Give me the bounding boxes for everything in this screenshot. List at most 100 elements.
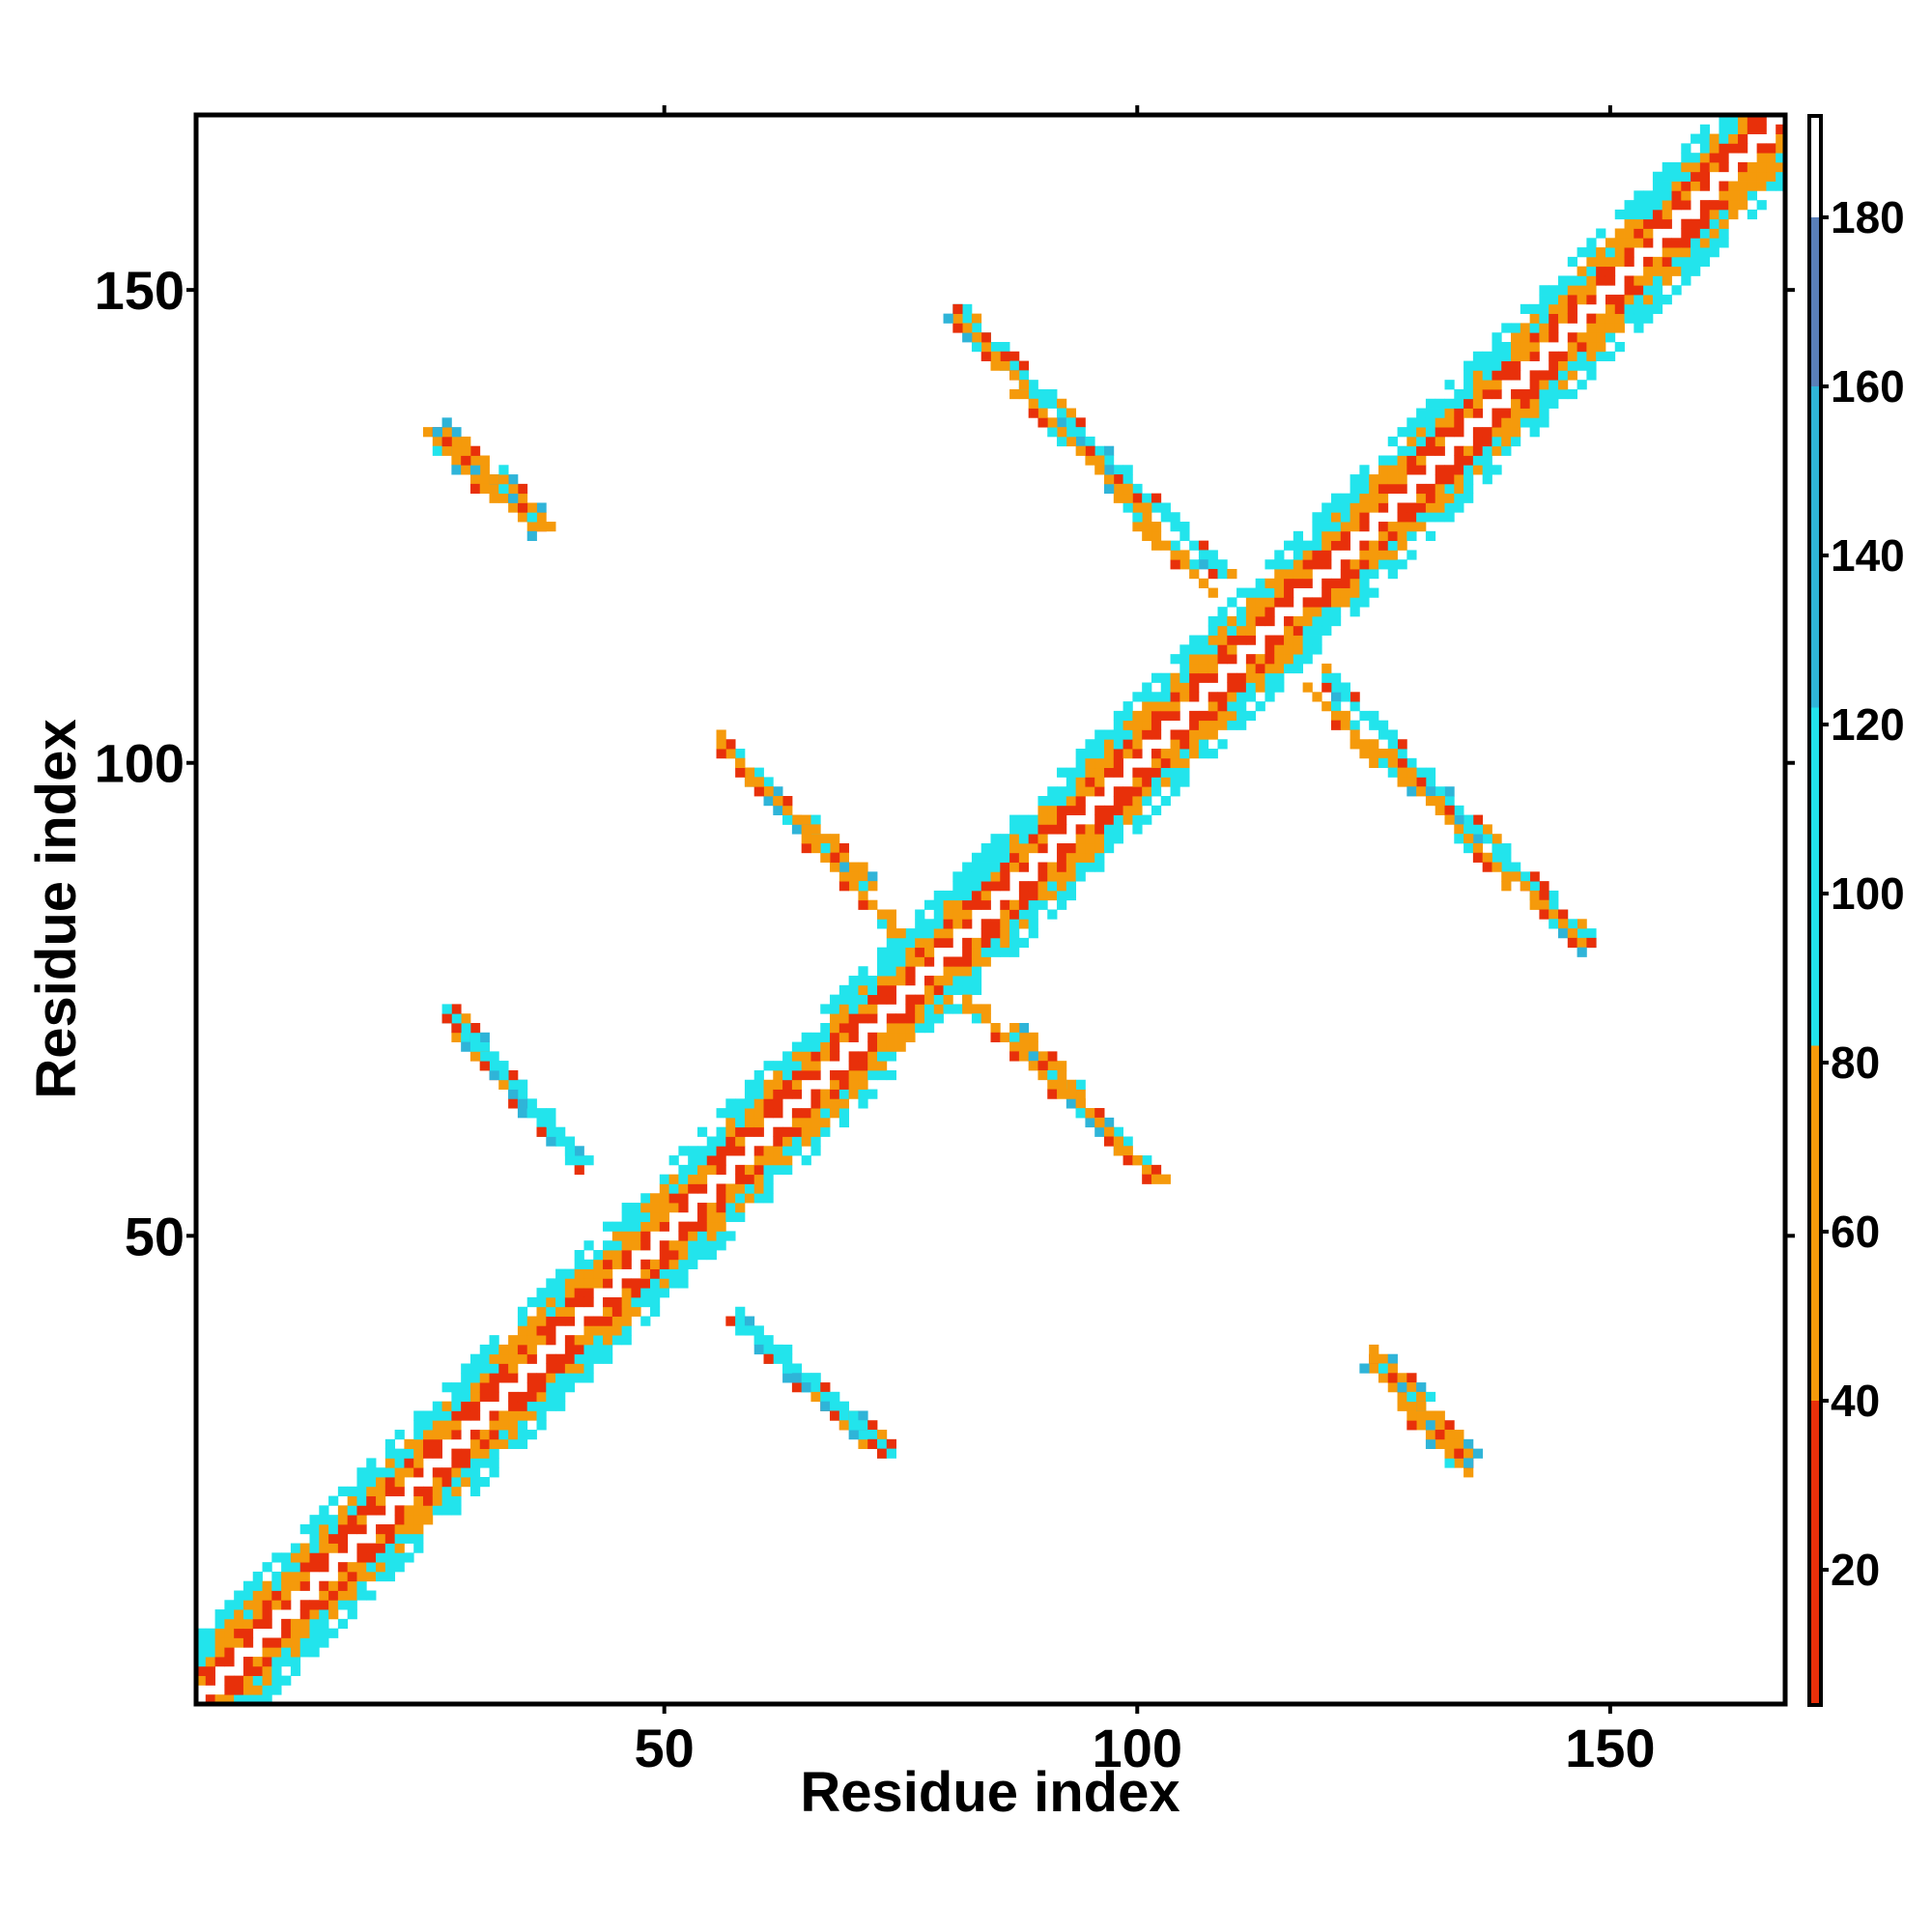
heatmap-cell	[1454, 1458, 1464, 1468]
heatmap-cell	[716, 1136, 726, 1147]
heatmap-cell	[271, 1647, 282, 1658]
heatmap-cell	[469, 1467, 481, 1478]
heatmap-cell	[1037, 1061, 1048, 1071]
heatmap-cell	[1047, 881, 1058, 892]
heatmap-cell	[952, 323, 963, 333]
heatmap-cell	[1425, 436, 1436, 447]
heatmap-cell	[1548, 351, 1559, 361]
heatmap-cell	[1028, 1041, 1038, 1052]
heatmap-cell	[1482, 436, 1492, 447]
heatmap-cell	[271, 1675, 282, 1686]
heatmap-cell	[1000, 360, 1010, 371]
heatmap-cell	[678, 1174, 689, 1184]
heatmap-cell	[1113, 805, 1123, 815]
heatmap-cell	[611, 1259, 623, 1269]
heatmap-cell	[696, 1174, 708, 1184]
heatmap-cell	[943, 1004, 953, 1014]
heatmap-cell	[1018, 360, 1030, 371]
heatmap-cell	[1142, 814, 1152, 825]
heatmap-cell	[1018, 380, 1030, 390]
heatmap-cell	[423, 427, 434, 438]
heatmap-cell	[1699, 124, 1711, 134]
heatmap-cell	[423, 1420, 434, 1431]
heatmap-cell	[1738, 124, 1748, 134]
heatmap-cell	[631, 1278, 641, 1289]
heatmap-cell	[943, 909, 953, 920]
heatmap-cell	[611, 1231, 623, 1241]
heatmap-cell	[1756, 124, 1767, 134]
heatmap-cell	[1501, 852, 1512, 863]
heatmap-cell	[650, 1268, 661, 1279]
heatmap-cell	[820, 1401, 831, 1411]
heatmap-cell	[640, 1240, 651, 1251]
heatmap-cell	[1699, 218, 1711, 229]
heatmap-cell	[886, 947, 896, 957]
heatmap-cell	[1302, 635, 1313, 645]
heatmap-cell	[1652, 200, 1663, 211]
heatmap-cell	[1719, 153, 1729, 163]
heatmap-cell	[915, 1004, 925, 1014]
heatmap-cell	[1028, 814, 1038, 825]
heatmap-cell	[1284, 559, 1294, 570]
heatmap-cell	[1529, 881, 1540, 892]
heatmap-cell	[1719, 133, 1729, 144]
heatmap-cell	[923, 1013, 935, 1024]
heatmap-cell	[1397, 1382, 1407, 1393]
heatmap-cell	[546, 1382, 556, 1393]
heatmap-cell	[574, 1353, 584, 1364]
heatmap-cell	[1236, 587, 1247, 598]
heatmap-cell	[1709, 153, 1719, 163]
heatmap-cell	[830, 1108, 840, 1119]
heatmap-cell	[1558, 295, 1569, 305]
heatmap-cell	[461, 436, 471, 447]
heatmap-cell	[763, 1164, 774, 1176]
heatmap-cell	[1293, 559, 1304, 570]
heatmap-cell	[1643, 200, 1654, 211]
heatmap-cell	[555, 1363, 566, 1374]
heatmap-cell	[791, 1069, 803, 1081]
heatmap-cell	[1472, 455, 1484, 466]
heatmap-cell	[1198, 578, 1209, 588]
heatmap-cell	[1416, 483, 1427, 495]
heatmap-cell	[469, 1382, 481, 1393]
heatmap-cell	[1274, 569, 1285, 580]
heatmap-cell	[735, 1136, 746, 1147]
heatmap-cell	[1359, 483, 1370, 495]
heatmap-cell	[1558, 275, 1569, 286]
heatmap-cell	[1340, 710, 1350, 722]
heatmap-cell	[1094, 465, 1105, 475]
heatmap-cell	[1444, 408, 1455, 418]
heatmap-cell	[1057, 796, 1067, 807]
heatmap-cell	[1359, 1363, 1370, 1374]
heatmap-cell	[526, 1108, 537, 1119]
heatmap-cell	[905, 928, 916, 939]
heatmap-cell	[1359, 749, 1370, 759]
heatmap-cell	[838, 871, 850, 882]
heatmap-cell	[583, 1155, 594, 1166]
heatmap-cell	[451, 455, 462, 466]
heatmap-cell	[441, 1430, 452, 1440]
heatmap-cell	[1113, 749, 1123, 759]
heatmap-cell	[1378, 1363, 1389, 1374]
heatmap-cell	[574, 1164, 584, 1176]
heatmap-cell	[668, 1203, 679, 1213]
heatmap-cell	[867, 1089, 878, 1099]
heatmap-cell	[1057, 824, 1067, 835]
heatmap-cell	[517, 512, 528, 523]
heatmap-cell	[603, 1250, 613, 1261]
heatmap-cell	[394, 1477, 405, 1488]
heatmap-cell	[394, 1562, 405, 1573]
heatmap-cell	[1122, 502, 1133, 513]
heatmap-cell	[1406, 786, 1417, 797]
heatmap-cell	[536, 1401, 547, 1411]
heatmap-cell	[1037, 805, 1048, 815]
heatmap-cell	[1501, 445, 1512, 456]
heatmap-cell	[1094, 1126, 1105, 1137]
heatmap-cell	[1662, 200, 1672, 211]
heatmap-cell	[867, 984, 878, 996]
heatmap-cell	[517, 1391, 528, 1403]
heatmap-cell	[838, 984, 850, 996]
heatmap-cell	[773, 1344, 783, 1355]
heatmap-cell	[1577, 332, 1587, 343]
heatmap-cell	[1529, 342, 1540, 353]
